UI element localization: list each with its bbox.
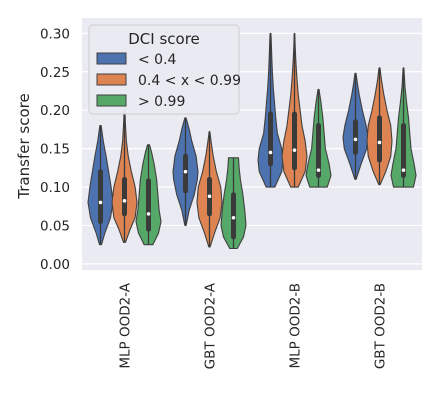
legend-label: 0.4 < x < 0.99 [138,73,241,89]
x-tick-label: MLP OOD2-A [118,282,134,368]
y-tick-label: 0.00 [40,257,70,273]
legend-label: > 0.99 [138,94,185,110]
violins [87,32,417,250]
violin-median-point [292,148,297,152]
violin [172,117,199,226]
y-tick-label: 0.10 [40,180,70,196]
violin [390,67,417,188]
legend-label: < 0.4 [138,52,177,68]
violin [305,88,332,188]
violin [366,67,393,186]
violin-median-point [146,212,151,216]
violin-median-point [122,199,127,203]
violin-median-point [377,140,382,145]
legend-title: DCI score [128,30,200,48]
violin-median-point [183,169,188,174]
legend-items: < 0.4 0.4 < x < 0.99 > 0.99 [96,52,241,110]
violin-median-point [353,137,358,142]
violin-median-point [268,150,273,155]
legend-swatch [96,52,127,65]
x-tick-label: GBT OOD2-A [203,282,219,369]
violin-median-point [316,168,321,172]
violin-median-point [98,200,103,205]
x-tick-label: GBT OOD2-B [373,283,389,369]
violin-median-point [231,215,236,220]
x-tick-label: MLP OOD2-B [288,283,304,369]
y-tick-label: 0.15 [40,142,70,158]
violin [220,157,247,250]
y-tick-label: 0.05 [40,218,70,234]
y-tick-label: 0.20 [40,103,70,119]
violin [257,32,284,188]
legend-swatch [96,94,127,107]
violin [196,131,223,248]
violin-median-point [207,194,212,199]
legend-swatch [96,73,127,86]
violin [281,32,308,188]
y-axis-label: Transfer score [15,93,33,199]
legend: DCI score < 0.4 0.4 < x < 0.99 > 0.99 [88,24,241,115]
y-tick-labels: 0.00 0.05 0.10 0.15 0.20 0.25 0.30 [40,26,70,272]
violin-median-point [401,168,406,172]
violin [135,144,162,246]
y-tick-label: 0.30 [40,26,70,42]
legend-box [88,24,240,115]
y-tick-label: 0.25 [40,65,70,81]
x-tick-labels: MLP OOD2-A GBT OOD2-A MLP OOD2-B GBT OOD2-B [118,282,389,369]
